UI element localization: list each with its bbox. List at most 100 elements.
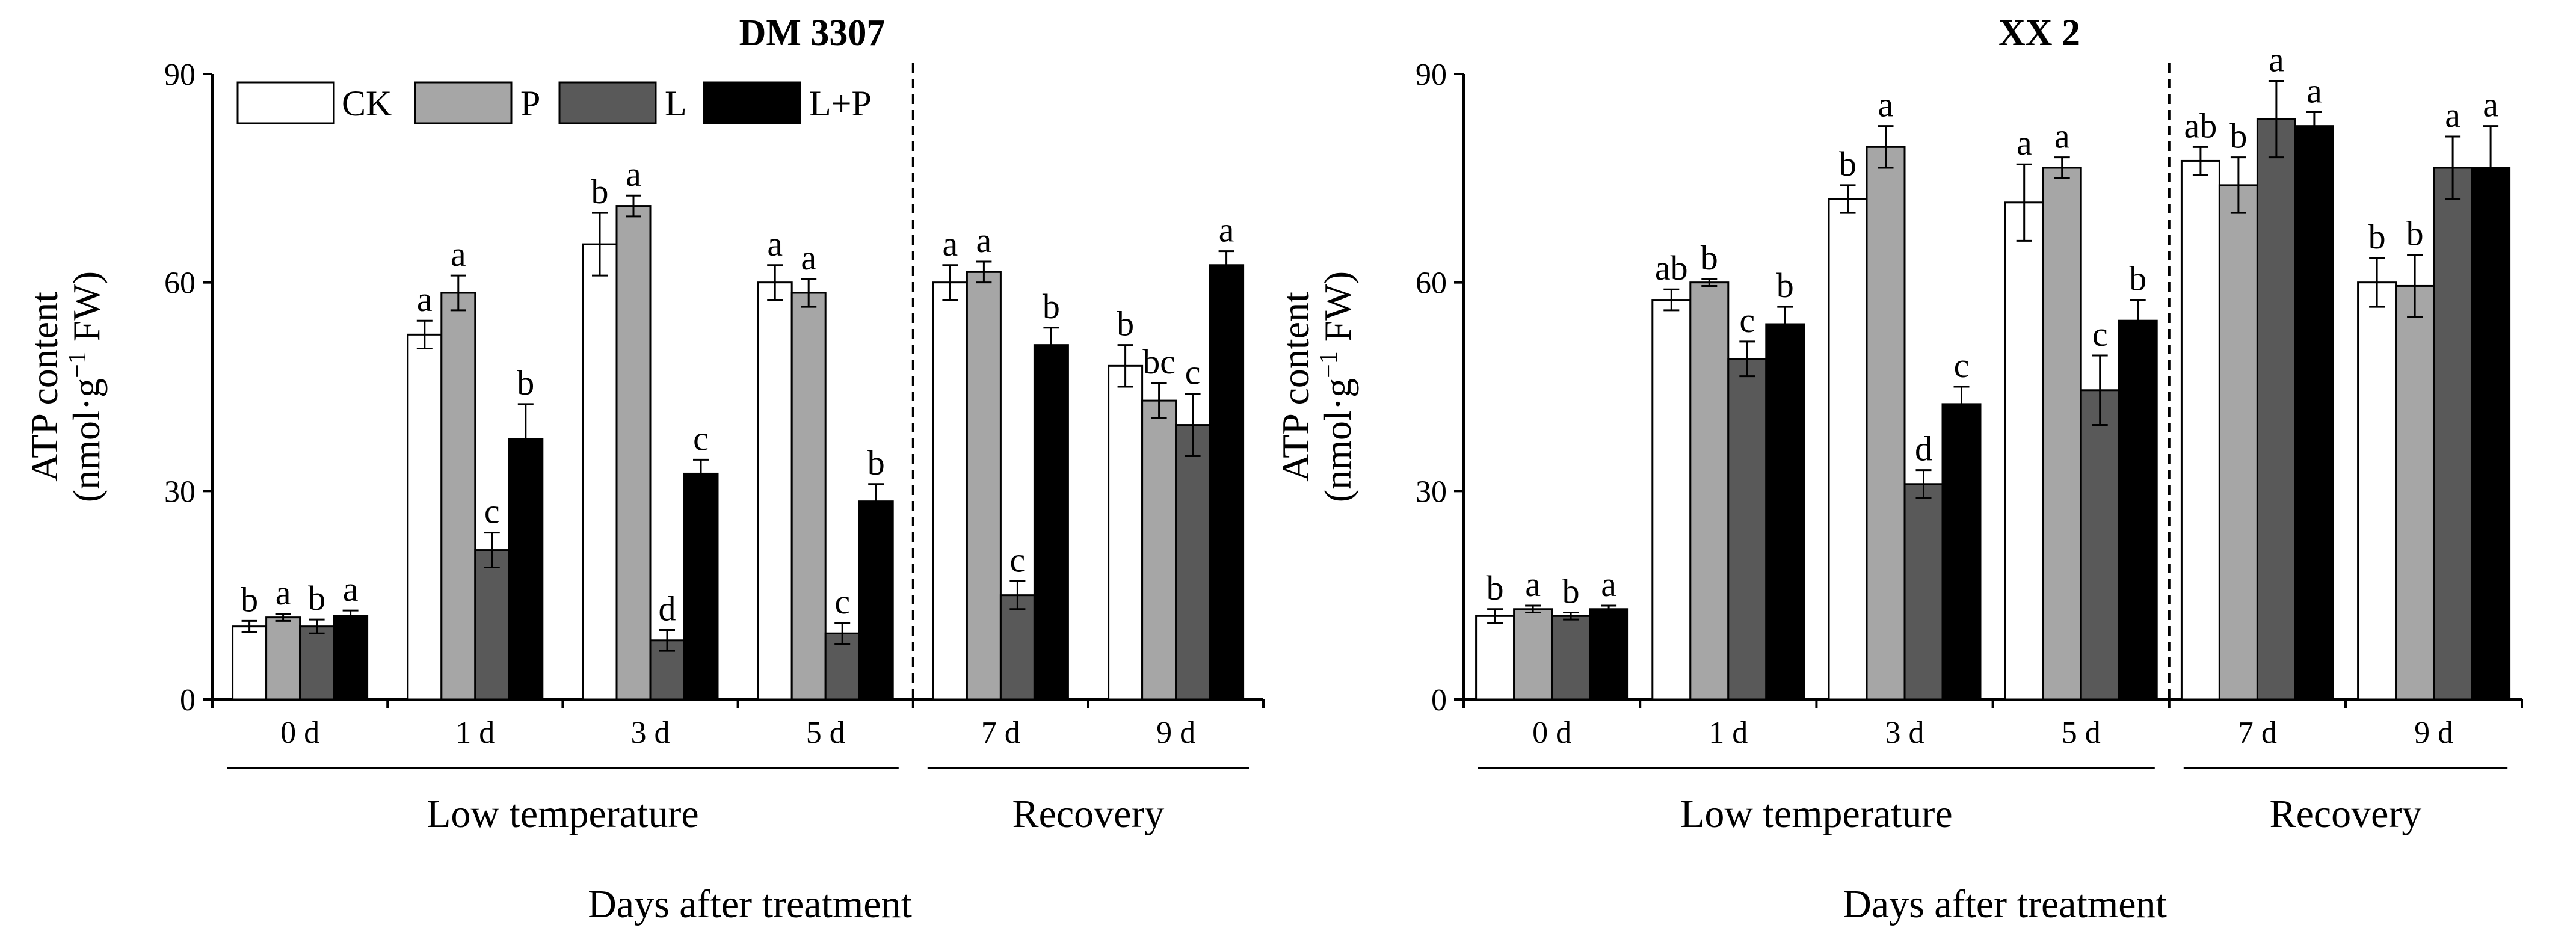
significance-letter: ab [1655, 248, 1688, 287]
significance-letter: b [517, 363, 534, 402]
bar [1513, 608, 1553, 701]
significance-letter: b [1043, 287, 1060, 326]
significance-letter: a [1525, 565, 1541, 604]
group-label: Low temperature [1680, 792, 1953, 836]
legend-label: CK [342, 84, 392, 123]
chart-panel-1: DM 3307 ATP content (nmol·g−1 FW) 0 30 60 90 0 … [23, 13, 1265, 926]
significance-letter: b [2406, 213, 2424, 253]
significance-letter: a [943, 224, 958, 263]
significance-letter: a [767, 224, 783, 263]
significance-letter: c [2092, 315, 2108, 354]
significance-letter: b [2229, 117, 2247, 156]
bar [299, 625, 335, 701]
y-tick-label: 30 [1416, 475, 1447, 509]
x-category-label: 0 d [1532, 716, 1571, 750]
y-axis-unit-superscript: −1 [64, 351, 91, 378]
bar [790, 292, 827, 701]
significance-letter: a [2445, 96, 2460, 135]
y-tick-label: 0 [180, 683, 196, 717]
legend: CK P L L+P [236, 81, 872, 124]
significance-letter: c [1185, 353, 1201, 392]
bar [333, 615, 369, 701]
y-tick-label: 60 [1416, 266, 1447, 301]
significance-letter: a [2306, 72, 2322, 111]
y-axis-label: ATP content (nmol·g−1 FW) [1274, 271, 1359, 502]
bar [2180, 159, 2220, 701]
significance-letter: a [626, 155, 641, 194]
significance-letter: b [241, 580, 258, 619]
significance-letter: a [801, 238, 816, 277]
significance-letter: a [2017, 123, 2032, 162]
bar [1866, 146, 1906, 701]
legend-swatch [236, 81, 335, 124]
y-axis-unit-suffix: FW) [1316, 271, 1359, 351]
significance-letter: a [2054, 117, 2070, 156]
bar [440, 292, 476, 701]
x-category-label: 7 d [2238, 716, 2277, 750]
x-category-label: 9 d [1156, 716, 1195, 750]
bar [1033, 344, 1069, 701]
significance-letter: a [1601, 565, 1616, 604]
y-axis-label-line2: (nmol·g−1 FW) [64, 271, 108, 502]
chart-panel-2: XX 2 ATP content (nmol·g−1 FW) 0 30 60 90 0 d 1 … [1274, 13, 2523, 926]
bar [582, 243, 618, 701]
group-label: Recovery [2270, 792, 2422, 836]
bar [858, 500, 894, 701]
legend-label: L [665, 84, 687, 123]
bar [1903, 483, 1944, 701]
x-category-label: 3 d [631, 716, 670, 750]
y-axis-label-line1: ATP content [1274, 292, 1317, 482]
y-axis-unit-suffix: FW) [65, 271, 108, 351]
significance-letter: a [2269, 40, 2284, 79]
bar [1828, 198, 1868, 701]
significance-letter: b [1487, 568, 1504, 607]
group-label: Recovery [1012, 792, 1165, 836]
significance-letter: ab [2184, 106, 2217, 145]
y-tick-label: 30 [164, 475, 196, 509]
significance-letter: b [1562, 572, 1580, 611]
bar [2294, 125, 2334, 701]
x-category-label: 1 d [455, 716, 495, 750]
significance-letter: b [591, 172, 609, 211]
y-tick-label: 60 [164, 266, 196, 301]
bar [1108, 364, 1144, 701]
legend-swatch [414, 81, 513, 124]
bar [2256, 118, 2296, 701]
bar [683, 472, 719, 701]
significance-letter: c [1954, 346, 1970, 385]
x-category-label: 1 d [1709, 716, 1748, 750]
bar [999, 594, 1035, 701]
x-category-label: 5 d [2062, 716, 2101, 750]
significance-letter: b [1117, 304, 1134, 343]
significance-letter: a [343, 570, 359, 609]
x-category-label: 9 d [2414, 716, 2453, 750]
legend-swatch [558, 81, 657, 124]
bar [2042, 167, 2082, 701]
chart-title: XX 2 [1998, 13, 2080, 54]
y-tick-label: 90 [1416, 58, 1447, 92]
y-axis-unit-prefix: (nmol·g [1316, 378, 1359, 502]
bar [1651, 299, 1692, 701]
y-tick-label: 90 [164, 58, 196, 92]
y-tick-label: 0 [1431, 683, 1447, 717]
bar [1589, 608, 1629, 701]
x-category-label: 5 d [806, 716, 845, 750]
legend-label: P [520, 84, 540, 123]
bar [932, 281, 968, 701]
chart-title: DM 3307 [739, 13, 886, 54]
significance-letter: c [1010, 541, 1026, 580]
significance-letter: b [1701, 238, 1718, 277]
bar [2433, 167, 2473, 701]
bar [2004, 201, 2044, 701]
significance-letter: a [276, 573, 291, 612]
bar [265, 616, 301, 701]
group-label: Low temperature [427, 792, 699, 836]
bar [2357, 281, 2397, 701]
x-axis-title: Days after treatment [1843, 882, 2167, 926]
bar [1551, 615, 1591, 701]
significance-letter: c [484, 492, 500, 531]
legend-swatch [703, 81, 801, 124]
bar [2395, 284, 2435, 701]
x-category-label: 0 d [280, 716, 319, 750]
